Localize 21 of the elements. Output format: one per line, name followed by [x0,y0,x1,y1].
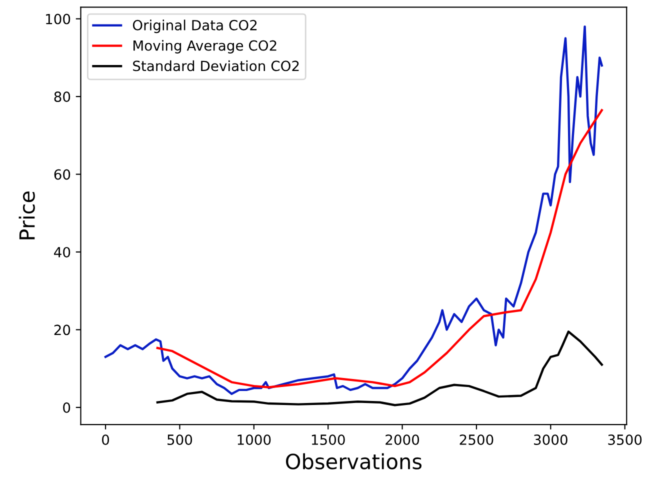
x-tick-label: 1500 [312,434,345,446]
y-tick-label: 80 [54,92,70,102]
x-tick-label: 2000 [386,434,420,446]
y-tick-label: 20 [54,324,70,336]
y-tick-label: 100 [46,14,70,24]
legend-label: Moving Average CO2 [134,40,276,54]
line-series [156,109,603,388]
y-axis-title: Price [18,192,35,240]
y-tick-label: 60 [54,169,70,180]
x-tick-label: 1000 [238,434,271,446]
y-tick-label: 0 [63,402,70,413]
legend-label: Standard Deviation CO2 [133,60,299,72]
x-tick-label: 3500 [608,434,642,446]
x-tick-label: 500 [168,434,192,446]
x-tick-label: 3000 [534,434,568,446]
legend-label: Original Data CO2 [132,20,257,34]
x-tick-label: 2500 [460,434,494,446]
x-tick-label: 0 [102,434,110,446]
x-axis-title: Observations [286,453,422,470]
line-series [156,330,603,406]
y-tick-label: 40 [54,246,70,258]
